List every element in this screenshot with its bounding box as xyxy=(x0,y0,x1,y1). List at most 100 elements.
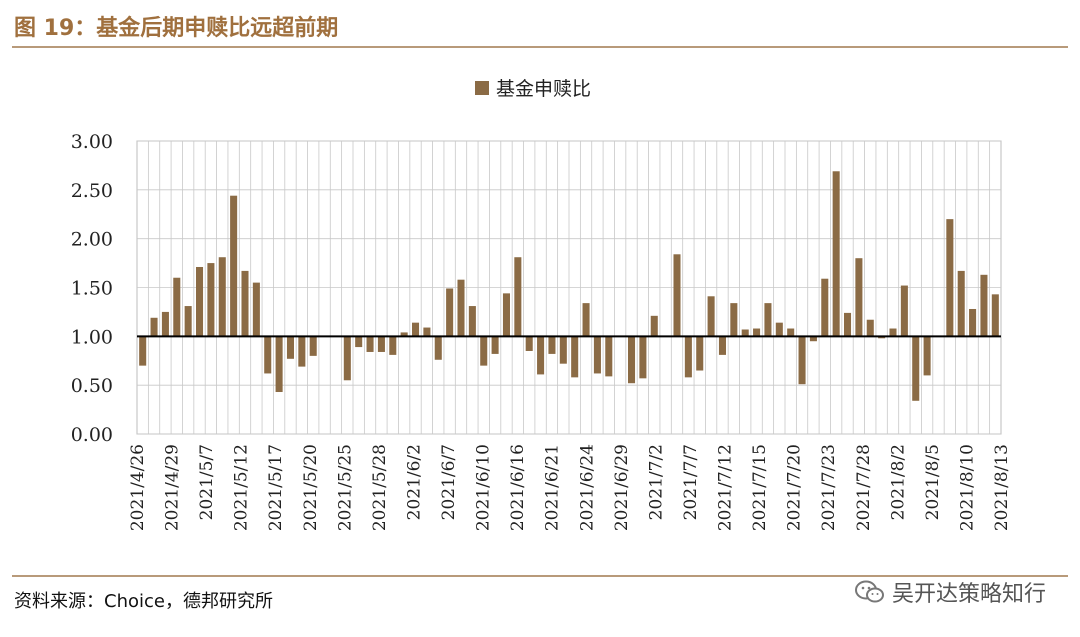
bar xyxy=(548,336,556,354)
bar xyxy=(582,303,590,337)
bar xyxy=(707,296,715,337)
header-divider xyxy=(12,46,1068,48)
bar xyxy=(434,336,442,360)
bar xyxy=(684,336,692,378)
bar xyxy=(241,270,249,337)
bar xyxy=(923,336,931,376)
watermark: 吴开达策略知行 xyxy=(854,575,1046,609)
x-tick-label: 2021/6/10 xyxy=(474,444,494,531)
x-tick-label: 2021/5/7 xyxy=(197,444,217,520)
bar xyxy=(355,336,363,348)
bar xyxy=(764,303,772,337)
bar xyxy=(593,336,601,374)
x-tick-label: 2021/6/7 xyxy=(439,444,459,520)
bar xyxy=(468,306,476,337)
y-tick-label: 0.00 xyxy=(71,424,113,446)
bar xyxy=(844,312,852,337)
x-tick-label: 2021/5/28 xyxy=(370,444,390,531)
bar xyxy=(957,270,965,337)
bar xyxy=(400,332,408,337)
bar xyxy=(787,328,795,337)
legend-swatch xyxy=(475,81,489,95)
bar xyxy=(298,336,306,367)
legend: 基金申赎比 xyxy=(475,78,591,100)
bar xyxy=(537,336,545,375)
x-tick-label: 2021/5/12 xyxy=(232,444,252,531)
bar xyxy=(969,308,977,337)
bar xyxy=(514,257,522,337)
bar xyxy=(389,336,397,355)
bar xyxy=(161,311,169,337)
y-tick-label: 2.00 xyxy=(71,229,113,251)
bar xyxy=(946,219,954,337)
bar xyxy=(264,336,272,374)
bar xyxy=(775,322,783,337)
bar xyxy=(446,288,454,337)
footer-divider xyxy=(12,575,1068,577)
bar xyxy=(412,322,420,337)
bar xyxy=(730,303,738,337)
bar xyxy=(980,274,988,337)
x-tick-label: 2021/7/15 xyxy=(750,444,770,531)
bar xyxy=(753,328,761,337)
bar xyxy=(696,336,704,371)
bar-chart: 0.00 0.50 1.00 1.50 2.00 2.50 3.00 2021/4/26 202… xyxy=(71,78,1012,531)
x-tick-label: 2021/7/20 xyxy=(785,444,805,531)
y-tick-label: 0.50 xyxy=(71,375,113,397)
bar xyxy=(559,336,567,364)
bar xyxy=(821,278,829,337)
bar xyxy=(991,294,999,337)
y-tick-label: 2.50 xyxy=(71,180,113,202)
bar xyxy=(912,336,920,401)
bar xyxy=(252,282,260,337)
wechat-icon xyxy=(854,580,884,603)
bar xyxy=(809,336,817,342)
bar xyxy=(207,263,215,337)
x-tick-label: 2021/7/12 xyxy=(716,444,736,531)
watermark-text: 吴开达策略知行 xyxy=(891,582,1046,607)
bar xyxy=(798,336,806,385)
bar xyxy=(900,285,908,337)
bar xyxy=(184,306,192,337)
bar xyxy=(855,258,863,337)
source-note: 资料来源：Choice，德邦研究所 xyxy=(14,591,273,612)
x-tick-label: 2021/6/2 xyxy=(404,444,424,520)
bar xyxy=(139,336,147,366)
bar xyxy=(571,336,579,378)
bar xyxy=(196,266,204,337)
figure-title: 图 19：基金后期申赎比远超前期 xyxy=(14,16,339,41)
bar xyxy=(639,336,647,379)
x-tick-label: 2021/6/29 xyxy=(612,444,632,531)
bar xyxy=(628,336,636,384)
axes: 0.00 0.50 1.00 1.50 2.00 2.50 3.00 2021/4/26 202… xyxy=(71,131,1012,531)
legend-label: 基金申赎比 xyxy=(496,78,591,100)
bar xyxy=(423,327,431,337)
bar xyxy=(366,336,374,352)
bar xyxy=(650,315,658,337)
x-tick-label: 2021/6/24 xyxy=(577,444,597,531)
bar xyxy=(230,195,238,337)
bar xyxy=(150,317,158,337)
bar xyxy=(605,336,613,377)
x-tick-label: 2021/6/16 xyxy=(508,444,528,531)
bar xyxy=(525,336,533,351)
x-tick-label: 2021/8/2 xyxy=(888,444,908,520)
bar xyxy=(480,336,488,366)
x-tick-label: 2021/7/28 xyxy=(854,444,874,531)
bar xyxy=(889,328,897,337)
x-tick-label: 2021/4/29 xyxy=(163,444,183,531)
bar xyxy=(286,336,294,359)
x-tick-label: 2021/5/20 xyxy=(301,444,321,531)
bar xyxy=(491,336,499,354)
bar xyxy=(502,293,510,337)
x-tick-label: 2021/7/2 xyxy=(646,444,666,520)
bar-series xyxy=(139,171,999,401)
x-tick-label: 2021/7/7 xyxy=(681,444,701,520)
bar xyxy=(309,336,317,356)
x-tick-label: 2021/5/25 xyxy=(335,444,355,531)
y-tick-label: 1.50 xyxy=(71,278,113,300)
bar xyxy=(343,336,351,381)
x-tick-label: 2021/8/13 xyxy=(992,444,1012,531)
bar xyxy=(718,336,726,355)
x-tick-label: 2021/7/23 xyxy=(819,444,839,531)
